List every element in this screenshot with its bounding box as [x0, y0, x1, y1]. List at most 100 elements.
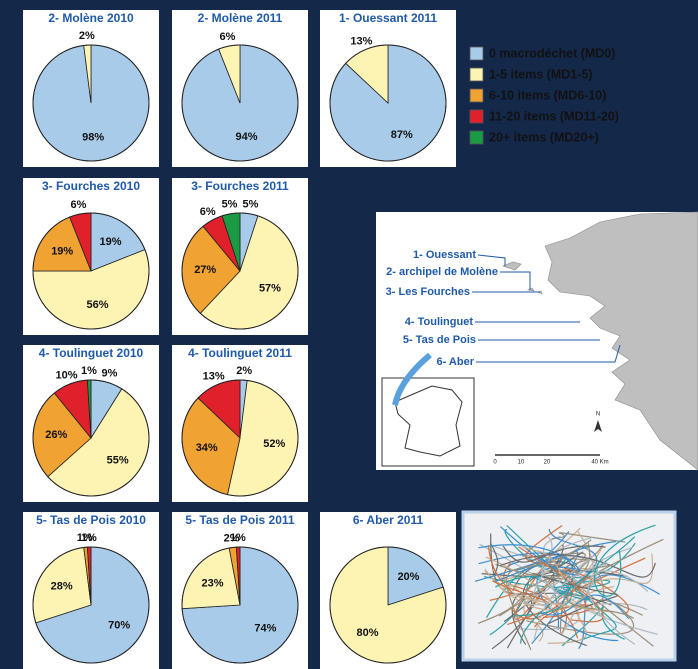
map-label: 6- Aber [437, 356, 475, 368]
legend-swatch [469, 109, 484, 124]
net-strand [594, 524, 656, 597]
map-label: 2- archipel de Molène [386, 266, 498, 278]
legend-label: 20+ items (MD20+) [489, 130, 599, 144]
pie-value-label: 1% [77, 532, 93, 544]
pie-value-label: 19% [100, 236, 122, 248]
pie-value-label: 20% [397, 571, 419, 583]
legend-label: 11-20 items (MD11-20) [489, 109, 619, 123]
pie-outline [329, 44, 447, 162]
net-strand [533, 561, 608, 641]
pie-value-label: 2% [236, 365, 252, 377]
pie-title: 4- Toulinguet 2010 [39, 346, 144, 360]
coast [544, 211, 698, 471]
pie-title: 3- Fourches 2010 [42, 179, 140, 193]
pie-value-label: 27% [194, 264, 216, 276]
pie-title: 3- Fourches 2011 [191, 179, 289, 193]
net-strand [532, 572, 619, 625]
pie-value-label: 26% [45, 429, 67, 441]
pie-outline [181, 44, 299, 162]
pie-value-label: 70% [108, 619, 130, 631]
net-strand [540, 594, 630, 620]
pie-value-label: 98% [82, 132, 104, 144]
north-arrow [594, 420, 602, 432]
net-strand [598, 573, 643, 616]
legend-label: 0 macrodéchet (MD0) [489, 46, 615, 60]
pie-value-label: 13% [203, 370, 225, 382]
legend-label: 6-10 items (MD6-10) [489, 88, 606, 102]
pie-value-label: 9% [102, 368, 118, 380]
pie-value-label: 94% [236, 131, 258, 143]
net-strand [492, 580, 550, 626]
pie-value-label: 6% [219, 31, 235, 43]
net-strand [520, 545, 565, 581]
map-label: 5- Tas de Pois [403, 334, 476, 346]
net-strand [502, 583, 610, 613]
net-strand [549, 544, 584, 573]
pie-value-label: 74% [254, 623, 276, 635]
net-strand [523, 576, 567, 642]
pie-outline [181, 379, 299, 497]
net-strand [495, 575, 573, 617]
pie-value-label: 2% [224, 532, 240, 544]
pie-value-label: 6% [70, 199, 86, 211]
pie-title: 5- Tas de Pois 2010 [36, 513, 146, 527]
net-strand [499, 554, 656, 578]
net-strand [557, 557, 646, 635]
legend-swatch [469, 130, 484, 145]
net-strand [533, 535, 594, 597]
pie-value-label: 28% [51, 580, 73, 592]
pie-outline [181, 546, 299, 664]
legend-swatch [469, 67, 484, 82]
pie-value-label: 6% [200, 206, 216, 218]
pie-title: 2- Molène 2010 [48, 11, 134, 25]
pie-value-label: 52% [263, 438, 285, 450]
scale-label: 10 [518, 460, 525, 466]
net-strand [503, 562, 579, 639]
inset-arrow [392, 352, 432, 406]
pie-title: 4- Toulinguet 2011 [188, 346, 292, 360]
pie-outline [32, 379, 150, 497]
net-strand [509, 574, 590, 620]
pie-value-label: 1% [81, 532, 97, 544]
pie-outline [32, 44, 150, 162]
leader-lines [472, 254, 621, 363]
pie-outline [32, 212, 150, 330]
pie-value-label: 2% [79, 30, 95, 42]
pie-value-label: 5% [243, 199, 259, 211]
net-tangle [474, 524, 664, 651]
net-strand [561, 555, 598, 634]
pie-value-label: 87% [391, 129, 413, 141]
net-strand [551, 532, 626, 543]
pie-title: 6- Aber 2011 [353, 513, 424, 527]
pie-value-label: 80% [357, 627, 379, 639]
pie-value-label: 57% [259, 283, 281, 295]
pie-title: 1- Ouessant 2011 [339, 11, 437, 25]
net-strand [506, 539, 592, 651]
net-strand [566, 538, 664, 619]
pie-value-label: 55% [107, 454, 129, 466]
net-strand [533, 604, 593, 628]
pie-outline [329, 546, 447, 664]
scale-label: 40 Km [591, 460, 608, 466]
pie-value-label: 1% [230, 532, 246, 544]
pie-outline [181, 212, 299, 330]
photo [461, 510, 677, 662]
scale-label: 20 [544, 460, 551, 466]
net-strand [587, 570, 649, 645]
map-label: 3- Les Fourches [386, 286, 470, 298]
net-strand [489, 542, 499, 577]
pie-value-label: 5% [222, 199, 238, 211]
legend-swatch [469, 88, 484, 103]
pie-value-label: 13% [350, 35, 372, 47]
pie-value-label: 1% [81, 365, 97, 377]
net-strand [561, 605, 625, 647]
net-strand [502, 545, 606, 563]
net-strand [556, 553, 654, 613]
net-strand [478, 552, 574, 645]
map-label: 1- Ouessant [413, 249, 476, 261]
map [376, 211, 698, 471]
legend-swatch [469, 46, 484, 61]
net-strand [506, 531, 570, 571]
net-strand [474, 554, 564, 583]
